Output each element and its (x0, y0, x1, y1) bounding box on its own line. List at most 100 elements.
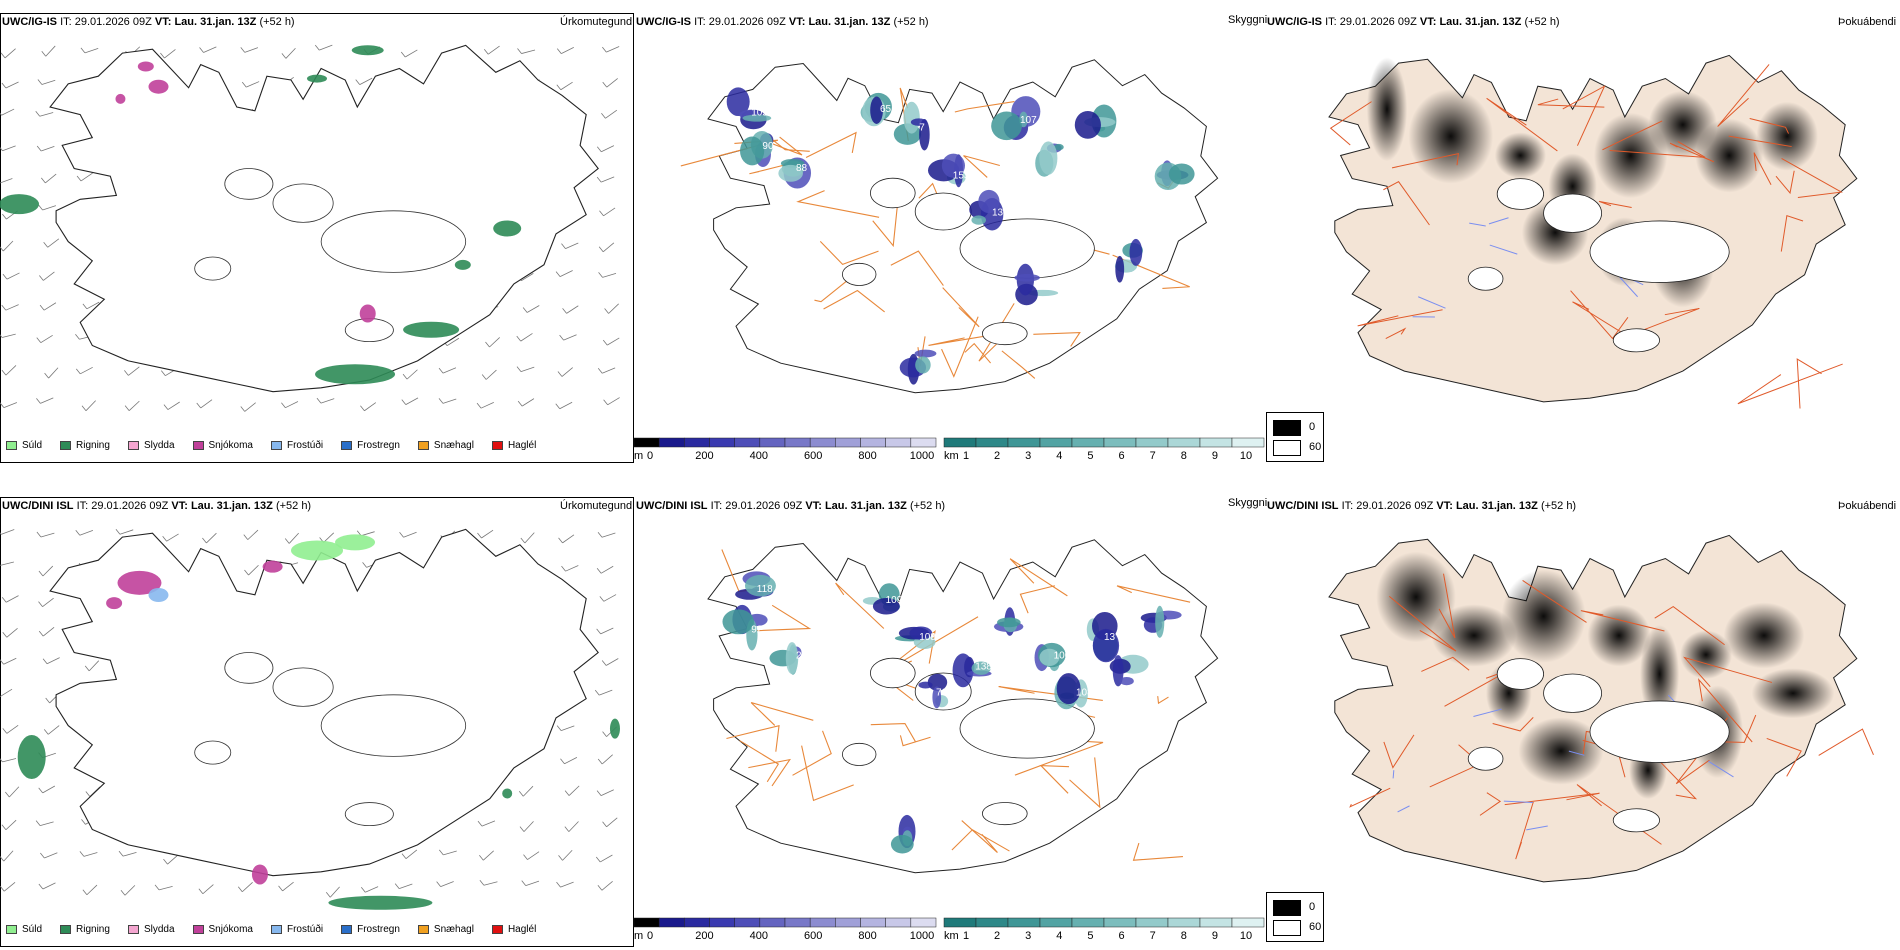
wind-barb-flag (5, 791, 10, 798)
wind-barb-flag (241, 81, 247, 88)
wind-barb (9, 786, 20, 798)
road-line (1598, 200, 1632, 209)
wind-barb-flag (438, 398, 444, 404)
wind-barb (128, 400, 140, 411)
river-line (1708, 760, 1734, 778)
wind-barb-flag (362, 562, 367, 568)
road-line (1157, 696, 1169, 705)
wind-barb (600, 854, 613, 863)
visibility-value-label: 92 (751, 625, 763, 636)
wind-barb-flag (597, 758, 603, 765)
legend-label: Rigning (76, 924, 110, 935)
visibility-value-label: 108 (1076, 688, 1093, 699)
it-value: 29.01.2026 09Z (74, 16, 152, 28)
visibility-map-row2: 118 92 25 109 108 76 138 112 100 108 13 (707, 539, 1219, 874)
wind-barb-flag (2, 632, 8, 638)
visibility-value-label: 90 (762, 141, 774, 152)
wind-barb (600, 789, 614, 796)
wind-barb (524, 532, 535, 544)
colorbar-tick-label: 1 (962, 930, 970, 942)
wind-barb (565, 242, 579, 249)
wind-barb-flag (160, 370, 166, 376)
colorbar-segment (784, 917, 811, 928)
wind-barb-flag (0, 334, 3, 338)
wind-barb (405, 849, 418, 859)
wind-barb-flag (602, 81, 608, 88)
road-line (1383, 734, 1415, 769)
wind-barb (526, 305, 540, 313)
wind-barb-flag (564, 790, 570, 796)
road-line (1009, 558, 1068, 597)
wind-barb-flag (601, 660, 607, 666)
wind-barb (128, 366, 140, 376)
wind-barb-flag (479, 854, 484, 861)
road-line (1349, 787, 1391, 808)
wind-barb-flag (603, 399, 608, 406)
wind-barb-flag (45, 697, 50, 704)
wind-barb (564, 756, 578, 765)
glacier-outline (320, 694, 467, 757)
road-line (819, 240, 879, 265)
wind-barb-flag (517, 400, 523, 407)
it-value: 29.01.2026 09Z (1339, 16, 1417, 28)
wind-barb-flag (120, 890, 126, 896)
wind-barb-flag (400, 51, 406, 58)
legend-label: Frostúði (286, 440, 324, 451)
fog-swatch-0 (1273, 420, 1301, 436)
road-line (941, 316, 979, 378)
colorbar-segment (633, 437, 660, 448)
precip-area (148, 79, 169, 94)
wind-barb (244, 47, 259, 53)
vt-value: Lau. 31.jan. 13Z (1455, 500, 1538, 512)
road-line (1781, 158, 1843, 198)
wind-barb (521, 273, 534, 282)
wind-barb-flag (240, 47, 246, 53)
precip-legend-row2: Súld Rigning Slydda Snjókoma Frostúði Frostre… (6, 924, 554, 935)
wind-barb-flag (556, 725, 562, 731)
model-name: UWC/IG-IS (2, 16, 57, 28)
wind-barb-flag (38, 601, 43, 607)
legend-swatch (417, 925, 429, 934)
wind-barb-flag (479, 879, 485, 886)
wind-barb (40, 334, 53, 344)
vt-value: Lau. 31.jan. 13Z (174, 16, 257, 28)
colorbar-tick-label: 3 (1025, 930, 1032, 942)
road-line (942, 287, 980, 328)
wind-barb-flag (118, 850, 124, 857)
wind-barb (42, 597, 54, 607)
fog-legend-row1: 0 60 (1266, 412, 1324, 462)
precip-area (315, 364, 396, 385)
road-line (1570, 290, 1629, 340)
wind-barb (525, 880, 540, 887)
colorbar-tick-label: 600 (804, 930, 823, 942)
vt-label: VT: (788, 16, 806, 28)
wind-barb (606, 46, 620, 53)
wind-barb (2, 145, 16, 152)
wind-barb-flag (599, 596, 605, 602)
road-line (1796, 358, 1822, 409)
wind-barb (3, 882, 16, 892)
fog-swatch-0 (1273, 900, 1301, 916)
road-line (1515, 801, 1534, 860)
colorbar-segment (1007, 917, 1041, 928)
fog-area (1431, 604, 1517, 667)
lead-time: (+52 h) (909, 500, 946, 512)
wind-barb-flag (42, 658, 48, 665)
panel-title-precip: Úrkomutegund (560, 500, 633, 512)
wind-barb (329, 886, 340, 898)
wind-barb-flag (0, 52, 6, 59)
legend-item-súld: Súld (6, 924, 42, 935)
wind-barb-flag (558, 537, 563, 544)
wind-barb (85, 400, 96, 411)
low-visibility-area (997, 617, 1021, 628)
wind-barb (405, 49, 418, 58)
lead-time: (+52 h) (259, 16, 295, 28)
wind-barb (605, 658, 619, 666)
road-line (1717, 64, 1770, 127)
precip-area (106, 597, 123, 610)
wind-barb-flag (438, 849, 444, 856)
colorbar-tick-label: 800 (858, 450, 877, 462)
wind-barb-flag (75, 334, 80, 340)
colorbar-tick-label: 2 (994, 450, 1001, 462)
glacier-outline (1543, 193, 1603, 233)
